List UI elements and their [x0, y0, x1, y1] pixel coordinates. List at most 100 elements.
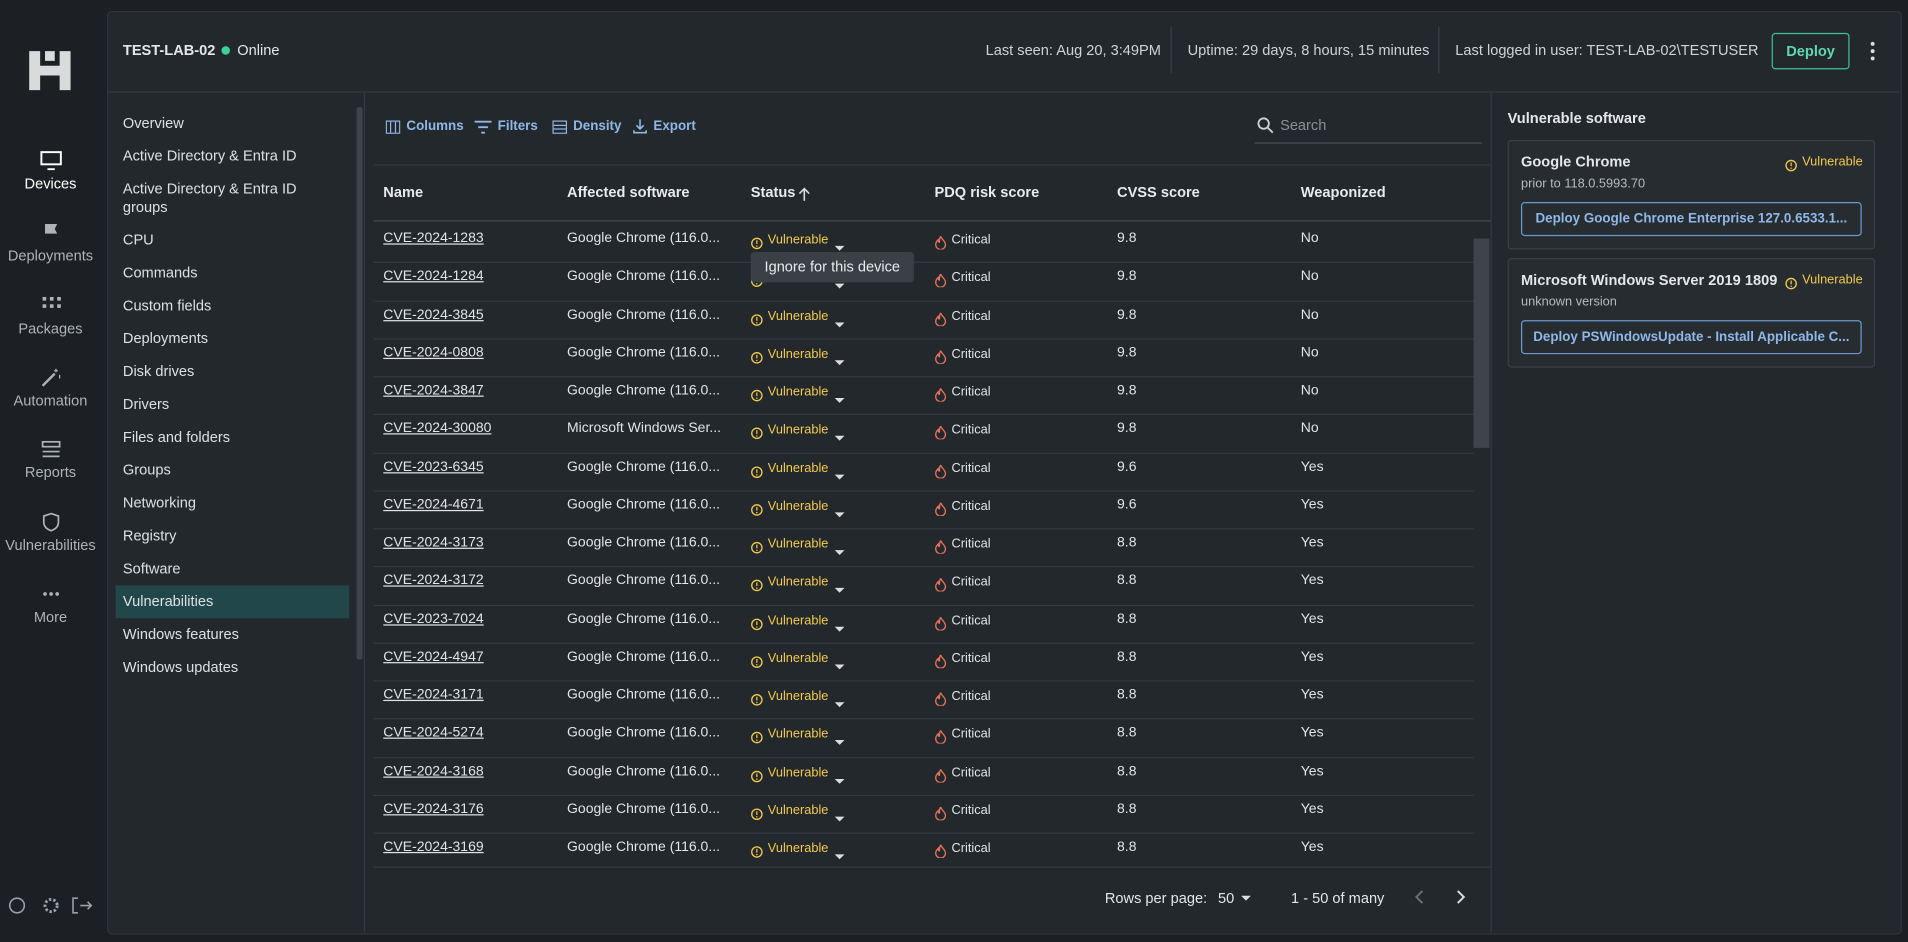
status-icon — [751, 310, 763, 332]
row-divider — [373, 338, 1474, 340]
cve-link[interactable]: CVE-2024-3171 — [383, 687, 484, 703]
risk-score: Critical — [951, 574, 991, 590]
sidebar-item[interactable]: Devices — [0, 151, 101, 192]
density-button[interactable]: Density — [552, 119, 621, 134]
divider — [373, 164, 1491, 166]
sidebar-icon — [0, 223, 101, 242]
status[interactable]: Vulnerable — [767, 726, 829, 742]
weaponized: Yes — [1300, 649, 1324, 665]
filters-button[interactable]: Filters — [474, 119, 538, 134]
cve-link[interactable]: CVE-2024-3172 — [383, 573, 484, 589]
cve-link[interactable]: CVE-2023-7024 — [383, 611, 484, 627]
status-icon — [751, 652, 763, 674]
nav-item[interactable]: Disk drives — [122, 362, 195, 380]
cve-link[interactable]: CVE-2024-3173 — [383, 535, 484, 551]
nav-item[interactable]: Groups — [122, 461, 171, 479]
cve-link[interactable]: CVE-2024-3847 — [383, 383, 484, 398]
status[interactable]: Vulnerable — [767, 498, 829, 514]
status-dropdown — [834, 845, 845, 867]
software: Google Chrome (116.0... — [567, 763, 721, 779]
status[interactable]: Vulnerable — [767, 764, 829, 780]
nav-item[interactable]: Deployments — [122, 329, 209, 347]
more-menu[interactable] — [1867, 40, 1879, 62]
nav-item[interactable]: Windows updates — [122, 658, 239, 676]
search-underline — [1254, 142, 1483, 144]
deploy-action[interactable]: Deploy Google Chrome Enterprise 127.0.65… — [1521, 202, 1862, 237]
status[interactable]: Vulnerable — [767, 841, 829, 856]
status-dropdown — [834, 426, 845, 448]
cve-link[interactable]: CVE-2024-1284 — [383, 269, 484, 284]
nav-item[interactable]: Overview — [122, 114, 184, 132]
risk-score: Critical — [951, 498, 991, 514]
status[interactable]: Vulnerable — [767, 384, 829, 400]
sort-icon — [798, 185, 810, 207]
columns-button[interactable]: Columns — [385, 119, 464, 134]
deploy-button[interactable]: Deploy — [1771, 32, 1850, 70]
status-icon — [751, 728, 763, 750]
sidebar-footer-icons — [8, 897, 93, 914]
sidebar-item[interactable]: Reports — [0, 440, 101, 481]
status[interactable]: Vulnerable — [767, 688, 829, 704]
status[interactable]: Vulnerable — [767, 308, 829, 324]
weaponized: Yes — [1300, 611, 1324, 627]
status-icon — [751, 804, 763, 826]
cve-link[interactable]: CVE-2024-30080 — [383, 421, 492, 437]
cve-link[interactable]: CVE-2024-3169 — [383, 839, 484, 855]
cve-link[interactable]: CVE-2024-4671 — [383, 497, 484, 513]
row-divider — [373, 414, 1474, 416]
deploy-action[interactable]: Deploy PSWindowsUpdate - Install Applica… — [1521, 319, 1862, 354]
status-icon — [751, 538, 763, 560]
cve-link[interactable]: CVE-2024-3845 — [383, 307, 484, 322]
page-nav[interactable] — [1411, 888, 1472, 905]
cve-link[interactable]: CVE-2024-3168 — [383, 763, 484, 779]
software-card: Microsoft Windows Server 2019 1809 Vulner… — [1507, 257, 1876, 367]
sidebar-item[interactable]: Vulnerabilities — [0, 512, 101, 553]
sidebar-item[interactable]: Automation — [0, 367, 101, 409]
nav-item[interactable]: Active Directory & Entra ID groups — [122, 180, 297, 216]
sidebar-item[interactable]: Deployments — [0, 223, 101, 264]
search-input[interactable]: Search — [1280, 116, 1327, 134]
nav-item[interactable]: Drivers — [122, 395, 170, 413]
status[interactable]: Vulnerable — [767, 650, 829, 666]
status-dropdown — [834, 807, 845, 829]
status[interactable]: Vulnerable — [767, 802, 829, 818]
sidebar-item[interactable]: More — [0, 584, 101, 625]
status[interactable]: Vulnerable — [767, 346, 829, 362]
status[interactable]: Vulnerable — [767, 574, 829, 590]
export-button[interactable]: Export — [633, 119, 696, 134]
nav-item[interactable]: Registry — [122, 527, 177, 545]
nav-item[interactable]: Networking — [122, 494, 196, 512]
sidebar-item[interactable]: Packages — [0, 295, 101, 337]
status[interactable]: Vulnerable — [767, 536, 829, 552]
software-name: Microsoft Windows Server 2019 1809 — [1521, 270, 1778, 288]
risk-icon — [935, 804, 947, 826]
nav-item[interactable]: Custom fields — [122, 296, 212, 315]
software: Microsoft Windows Ser... — [567, 421, 722, 437]
nav-item[interactable]: Active Directory & Entra ID — [122, 147, 297, 165]
risk-score: Critical — [951, 308, 991, 324]
status[interactable]: Vulnerable — [767, 422, 829, 438]
status-icon — [751, 576, 763, 598]
nav-item[interactable]: Commands — [122, 264, 198, 282]
status[interactable]: Vulnerable — [767, 460, 829, 476]
nav-item[interactable]: CPU — [122, 231, 154, 249]
row-divider — [373, 718, 1474, 720]
label: Columns — [406, 119, 464, 134]
cve-link[interactable]: CVE-2023-6345 — [383, 459, 484, 475]
nav-item[interactable]: Software — [122, 559, 181, 577]
software: Google Chrome (116.0... — [567, 459, 721, 475]
nav-item[interactable]: Files and folders — [122, 428, 231, 446]
nav-item[interactable]: Vulnerabilities — [115, 585, 350, 619]
cve-link[interactable]: CVE-2024-0808 — [383, 345, 484, 360]
cve-link[interactable]: CVE-2024-4947 — [383, 649, 484, 665]
risk-icon — [935, 728, 947, 750]
status[interactable]: Vulnerable — [767, 612, 829, 628]
cve-link[interactable]: CVE-2024-1283 — [383, 231, 484, 246]
cve-link[interactable]: CVE-2024-3176 — [383, 801, 484, 817]
cvss-score: 8.8 — [1117, 801, 1137, 817]
nav-item[interactable]: Windows features — [122, 625, 239, 643]
cve-link[interactable]: CVE-2024-5274 — [383, 725, 484, 741]
status[interactable]: Vulnerable — [767, 232, 829, 248]
page-size[interactable]: 50 — [1218, 889, 1235, 907]
